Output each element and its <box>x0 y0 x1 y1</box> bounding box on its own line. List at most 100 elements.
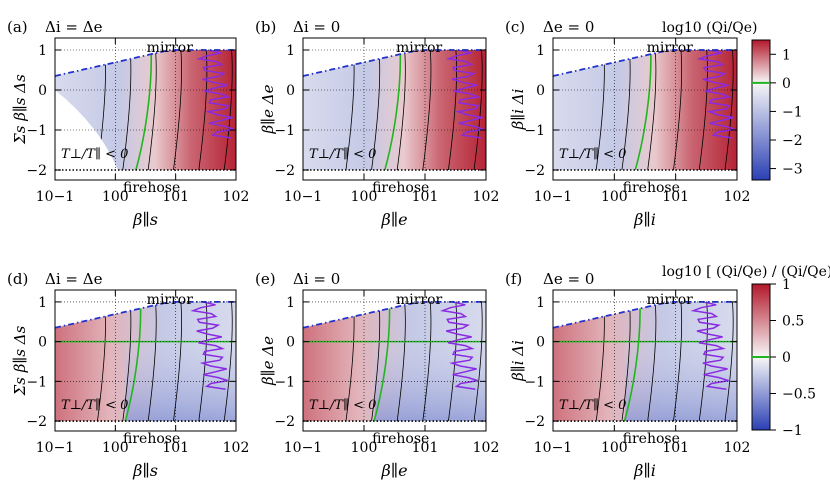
colorbar-top: 1 0 −1 −2 −3 log10 (Qi/Qe) <box>662 20 803 181</box>
y-axis-label: Σs β∥s Δs <box>11 325 29 396</box>
y-axis-label: β∥e Δe <box>259 84 277 134</box>
x-tick-label: 101 <box>412 440 439 456</box>
x-tick-label: 100 <box>102 189 129 205</box>
x-tick-label: 10−1 <box>284 189 322 205</box>
y-axis-label: Σs β∥s Δs <box>11 74 29 145</box>
mirror-label: mirror <box>396 40 443 56</box>
y-tick-label: −2 <box>26 414 47 430</box>
noise-boundary <box>696 50 735 139</box>
axes-frame <box>54 37 237 181</box>
panel-label: (c) <box>505 18 525 36</box>
zero-contour <box>134 50 153 170</box>
x-tick-label: 10−1 <box>36 440 74 456</box>
x-axis-label: β∥i <box>633 461 656 480</box>
x-tick-label: 100 <box>351 440 378 456</box>
anisotropy-label: T⊥/T∥ < 0 <box>309 147 376 162</box>
colorbar-bar <box>751 39 771 181</box>
colorbar-tick-label: 0 <box>782 76 791 92</box>
zero-contour <box>372 301 391 422</box>
noise-boundary <box>445 50 484 139</box>
x-tick-label: 10−1 <box>36 189 74 205</box>
contour-line <box>672 301 683 422</box>
contour-line <box>396 301 406 422</box>
contour-line <box>473 301 483 422</box>
heatmap-lower <box>374 341 486 422</box>
y-tick-label: −2 <box>274 414 295 430</box>
panel-label: (a) <box>7 18 28 36</box>
colorbar-tick-label: 0.5 <box>782 314 804 330</box>
panel-title: Δi = Δe <box>45 270 103 288</box>
x-tick-label: 100 <box>601 189 628 205</box>
x-axis-label: β∥s <box>132 461 158 480</box>
anisotropy-label: T⊥/T∥ < 0 <box>559 147 626 162</box>
x-tick-label: 102 <box>724 440 751 456</box>
y-tick-label: 0 <box>286 335 295 351</box>
noise-boundary <box>439 301 478 391</box>
firehose-label: firehose <box>123 431 180 447</box>
contour-line <box>724 50 734 170</box>
x-axis-label: β∥s <box>132 210 158 229</box>
contour-line <box>396 50 406 170</box>
anisotropy-label: T⊥/T∥ < 0 <box>559 398 626 413</box>
panel-label: (d) <box>7 270 28 288</box>
x-tick-label: 101 <box>162 189 189 205</box>
y-tick-label: −1 <box>274 123 295 139</box>
y-tick-label: 0 <box>38 335 47 351</box>
mirror-label: mirror <box>147 40 194 56</box>
x-tick-label: 10−1 <box>534 440 572 456</box>
mirror-boundary <box>552 49 737 77</box>
colorbar-tick-label: −1 <box>782 104 803 120</box>
anisotropy-label: T⊥/T∥ < 0 <box>61 398 128 413</box>
zero-contour <box>633 50 652 170</box>
colorbar-tick-label: −2 <box>782 133 803 149</box>
axes-frame <box>552 289 738 432</box>
x-axis-label: β∥i <box>633 210 656 229</box>
x-tick-label: 101 <box>162 440 189 456</box>
y-tick-label: 0 <box>38 83 47 99</box>
firehose-label: firehose <box>623 180 680 196</box>
anisotropy-label: T⊥/T∥ < 0 <box>309 398 376 413</box>
panel-label: (b) <box>255 18 276 36</box>
x-tick-label: 102 <box>724 189 751 205</box>
panel-label: (f) <box>505 270 522 288</box>
x-tick-label: 101 <box>662 189 689 205</box>
y-tick-label: 0 <box>536 83 545 99</box>
noise-boundary <box>196 50 234 139</box>
colorbar-tick-label: 0 <box>782 350 791 366</box>
anisotropy-label: T⊥/T∥ < 0 <box>61 147 128 162</box>
y-tick-label: 1 <box>38 43 47 59</box>
colorbar-label: log10 (Qi/Qe) <box>662 20 758 36</box>
noise-boundary <box>190 301 228 391</box>
contour-line <box>147 301 157 422</box>
axes-frame <box>302 289 487 432</box>
zero-contour <box>123 301 142 422</box>
x-tick-label: 102 <box>223 440 250 456</box>
y-tick-label: 1 <box>286 43 295 59</box>
y-tick-label: −1 <box>26 374 47 390</box>
contour-line <box>724 301 734 422</box>
colorbar-tick-label: 1 <box>782 277 791 293</box>
contour-line <box>698 50 708 170</box>
mirror-label: mirror <box>647 40 694 56</box>
colorbar-label: log10 [ (Qi/Qe) / (Qi/Qe)|Δ=0 ] <box>662 264 830 280</box>
panel-title: Δe = 0 <box>543 270 594 288</box>
y-axis-label: β∥e Δe <box>259 336 277 386</box>
zero-contour <box>622 301 641 422</box>
y-tick-label: −2 <box>274 163 295 179</box>
zero-contour <box>382 50 402 170</box>
contour-line <box>447 50 457 170</box>
mirror-boundary <box>552 301 737 329</box>
contour-line <box>172 50 182 170</box>
y-tick-label: 1 <box>536 43 545 59</box>
y-axis-label: β∥i Δi <box>509 340 527 382</box>
y-tick-label: −1 <box>26 123 47 139</box>
contour-line <box>223 301 233 422</box>
mirror-label: mirror <box>396 292 443 308</box>
contour-line <box>646 50 657 170</box>
mirror-boundary <box>302 301 486 329</box>
